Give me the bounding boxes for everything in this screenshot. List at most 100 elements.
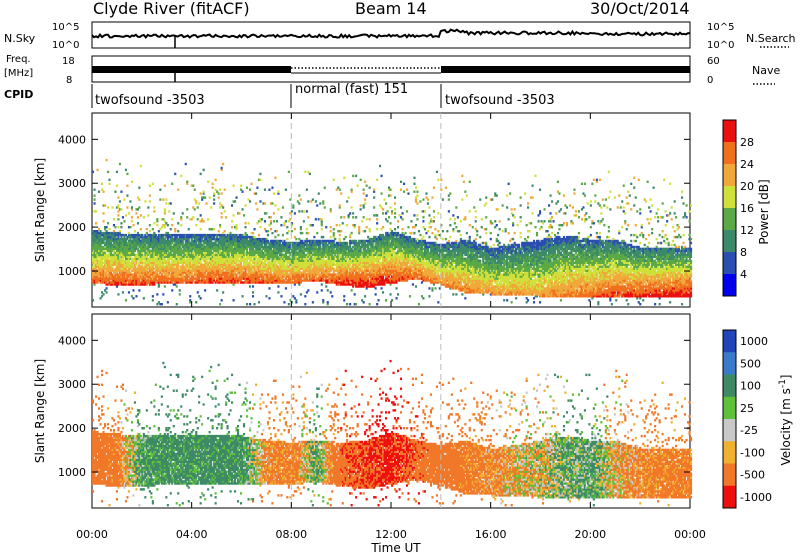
power-cell-412 — [113, 218, 115, 220]
power-cell-3410 — [286, 238, 288, 240]
power-cell-3254 — [277, 291, 279, 293]
power-cell-3277 — [277, 208, 279, 210]
nsky-label: N.Sky — [4, 32, 36, 45]
power-cell-1309 — [162, 198, 164, 200]
power-cell-2190 — [213, 192, 215, 194]
power-cell-909 — [140, 214, 142, 216]
power-cell-3152 — [270, 228, 272, 230]
power-cell-2382 — [224, 189, 226, 191]
power-cell-558 — [120, 226, 122, 228]
power-cell-3347 — [283, 301, 285, 303]
power-cell-2214 — [215, 179, 217, 181]
power-cell-1817 — [192, 216, 194, 218]
cpid-segment-3: twofsound -3503 — [445, 93, 555, 108]
power-cell-1570 — [177, 230, 179, 232]
power-cell-803 — [134, 230, 136, 232]
power-cell-4338 — [346, 224, 348, 226]
power-cell-2539 — [233, 185, 235, 187]
power-cell-1647 — [182, 212, 184, 214]
power-cell-333 — [108, 183, 110, 185]
power-cell-856 — [138, 289, 140, 291]
power-cell-3056 — [264, 220, 266, 222]
freq-unit-label: [MHz] — [4, 68, 33, 79]
power-cell-4084 — [330, 208, 332, 210]
power-cell-1145 — [153, 222, 155, 224]
power-cell-1819 — [192, 185, 194, 187]
power-cell-1034 — [147, 214, 149, 216]
power-cell-2327 — [221, 167, 223, 169]
power-cell-3806 — [312, 224, 314, 226]
power-cell-305 — [107, 171, 109, 173]
power-cell-56 — [94, 202, 96, 204]
power-cell-4797 — [373, 196, 375, 198]
power-cell-4242 — [340, 230, 342, 232]
power-cell-303 — [107, 222, 109, 224]
power-cell-4853 — [376, 214, 378, 216]
power-cell-1571 — [177, 222, 179, 224]
power-cell-1572 — [177, 189, 179, 191]
power-cell-1521 — [176, 285, 178, 287]
power-cell-26 — [92, 171, 94, 173]
power-cell-1065 — [149, 185, 151, 187]
power-cell-2111 — [209, 196, 211, 198]
power-cell-439 — [114, 191, 116, 193]
power-cell-3202 — [273, 220, 275, 222]
power-cell-1622 — [180, 216, 182, 218]
power-cell-3990 — [324, 206, 326, 208]
power-cell-853 — [137, 216, 139, 218]
power-cell-1718 — [186, 208, 188, 210]
power-cell-4434 — [352, 212, 354, 214]
power-cell-751 — [131, 181, 133, 183]
power-cell-3716 — [306, 210, 308, 212]
power-cell-4145 — [334, 238, 336, 240]
power-cell-642 — [125, 214, 127, 216]
power-cell-937 — [143, 297, 145, 299]
power-cell-3155 — [270, 216, 272, 218]
nave-bot-tick: 0 — [707, 75, 713, 86]
power-cell-3692 — [304, 171, 306, 173]
power-cell-3276 — [277, 234, 279, 236]
power-cell-4670 — [366, 218, 368, 220]
power-cell-4564 — [360, 179, 362, 181]
power-cell-4851 — [376, 222, 378, 224]
power-cell-3058 — [264, 202, 266, 204]
power-cell-4269 — [343, 295, 345, 297]
power-cell-4166 — [336, 224, 338, 226]
power-cell-2938 — [258, 301, 260, 303]
power-cell-3434 — [288, 171, 290, 173]
power-cell-1620 — [180, 224, 182, 226]
power-cell-3390 — [285, 189, 287, 191]
power-cell-469 — [116, 171, 118, 173]
power-cell-4696 — [369, 303, 371, 305]
power-cell-1340 — [164, 185, 166, 187]
power-cell-588 — [122, 216, 124, 218]
power-cell-3850 — [315, 218, 317, 220]
freq-bot-tick: 8 — [66, 75, 72, 86]
power-cell-3323 — [280, 224, 282, 226]
power-cell-1339 — [164, 208, 166, 210]
nave-label: Nave — [752, 64, 780, 77]
power-cell-3179 — [271, 187, 273, 189]
power-cell-497 — [117, 226, 119, 228]
power-cell-4720 — [369, 218, 371, 220]
power-cell-2866 — [252, 232, 254, 234]
power-cell-3969 — [322, 236, 324, 238]
power-cell-528 — [119, 230, 121, 232]
nsky-top-tick: 10^5 — [52, 22, 79, 33]
power-cell-3941 — [321, 228, 323, 230]
power-cell-2815 — [249, 200, 251, 202]
power-cell-643 — [125, 169, 127, 171]
power-cell-3919 — [321, 289, 323, 291]
power-cell-4220 — [339, 189, 341, 191]
noise-sky-line — [92, 30, 690, 38]
power-cell-3530 — [294, 228, 296, 230]
power-cell-4058 — [330, 291, 332, 293]
power-cell-2891 — [254, 228, 256, 230]
power-cell-2509 — [231, 220, 233, 222]
power-cell-4588 — [363, 301, 365, 303]
power-cell-3230 — [274, 177, 276, 179]
power-cell-3807 — [312, 198, 314, 200]
power-cell-1254 — [159, 189, 161, 191]
power-cell-3918 — [319, 202, 321, 204]
power-cell-3947 — [322, 299, 324, 301]
